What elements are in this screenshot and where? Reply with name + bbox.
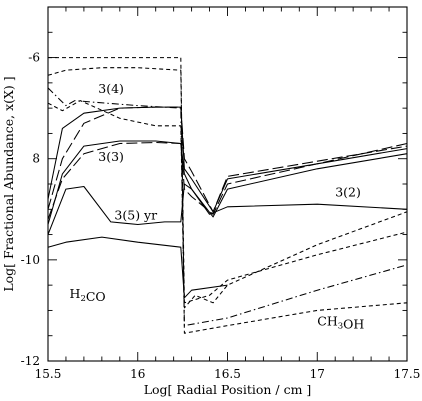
y-tick-label: 8 xyxy=(32,152,40,166)
annotation-label: 3(3) xyxy=(98,149,124,164)
series-line-short-dash xyxy=(47,100,408,309)
x-tick-label: 17 xyxy=(310,367,325,381)
x-tick-label: 17.5 xyxy=(394,367,421,381)
y-tick-label: -12 xyxy=(21,354,40,368)
annotation-label: 3(2) xyxy=(335,185,361,200)
series-line-long-dash xyxy=(47,106,408,213)
y-axis-label: Log[ Fractional Abundance, x(X) ] xyxy=(1,76,16,291)
annotation-label: H2CO xyxy=(70,286,106,304)
x-tick-label: 16.5 xyxy=(214,367,241,381)
annotation-label: 3(4) xyxy=(98,81,124,96)
annotation-label: CH3OH xyxy=(317,314,364,332)
y-tick-label: -6 xyxy=(28,51,40,65)
series-line-solid xyxy=(47,183,408,235)
x-tick-label: 15.5 xyxy=(35,367,62,381)
series-line-solid xyxy=(47,236,228,299)
y-tick-label: -10 xyxy=(21,253,40,267)
series-line-long-dash xyxy=(47,141,408,220)
series-line-short-dash xyxy=(48,57,408,334)
curve-layer xyxy=(47,57,408,334)
series-line-short-dash xyxy=(47,67,408,304)
x-axis-label: Log[ Radial Position / cm ] xyxy=(144,382,312,397)
series-line-solid xyxy=(47,106,408,213)
tick-layer xyxy=(47,6,408,362)
annotation-layer: 3(4) 3(3) 3(5) yr 3(2) H2CO CH3OH xyxy=(70,81,365,332)
annotation-label: 3(5) yr xyxy=(114,207,157,222)
label-layer: Log[ Radial Position / cm ] Log[ Fractio… xyxy=(1,51,420,397)
x-tick-label: 16 xyxy=(130,367,145,381)
